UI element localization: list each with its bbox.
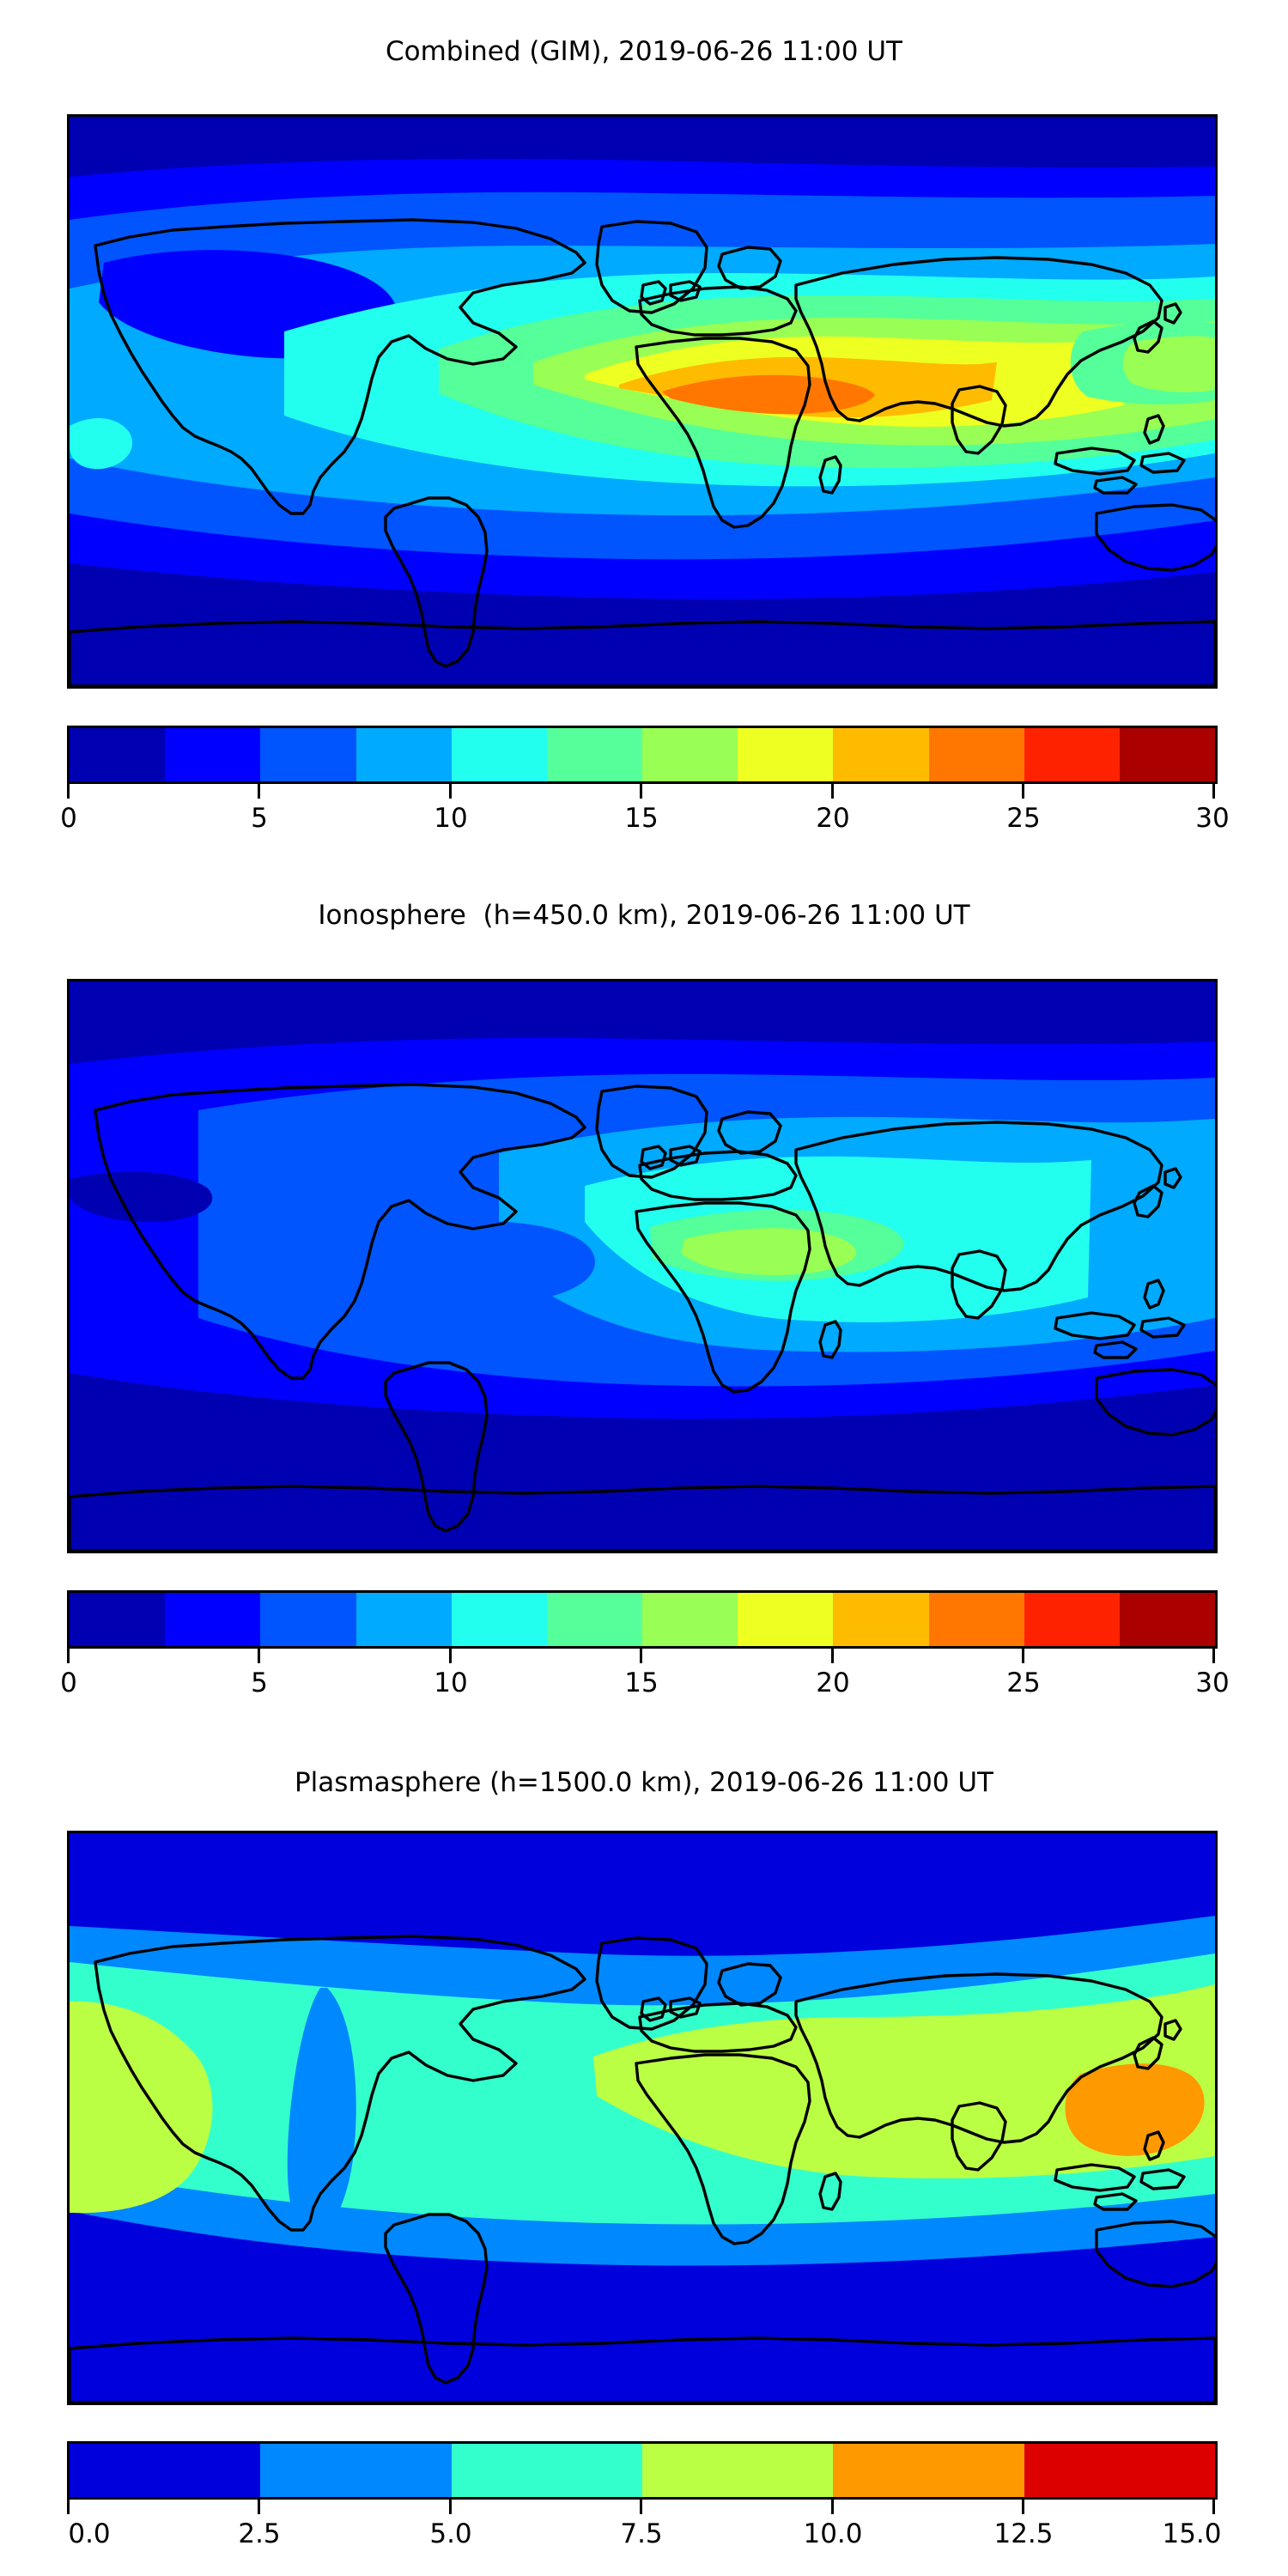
- colorbar-combined-ticks: [67, 784, 1218, 803]
- cb1-tick-0: 0: [60, 803, 77, 834]
- map-combined-svg: [70, 117, 1215, 686]
- cb1-tick-5: 25: [1006, 803, 1041, 834]
- colorbar-plasmasphere-bands: [67, 2441, 1218, 2500]
- panel-combined: Combined (GIM), 2019-06-26 11:00 UT: [0, 0, 1288, 859]
- colorbar-plasmasphere-labels: 0.0 2.5 5.0 7.5 10.0 12.5 15.0: [67, 2518, 1222, 2556]
- cb3-tick-0: 0.0: [68, 2518, 111, 2549]
- cb1-tick-1: 5: [251, 803, 268, 834]
- cb3-tick-4: 10.0: [803, 2518, 863, 2549]
- cb2-tick-4: 20: [816, 1668, 850, 1698]
- cb1-tick-3: 15: [624, 803, 659, 834]
- cb2-tick-1: 5: [251, 1668, 268, 1698]
- colorbar-ionosphere-ticks: [67, 1649, 1218, 1668]
- panel-plasmasphere-colorbar: 0.0 2.5 5.0 7.5 10.0 12.5 15.0: [67, 2441, 1222, 2556]
- cb3-tick-5: 12.5: [993, 2518, 1054, 2549]
- cb2-tick-3: 15: [624, 1668, 659, 1698]
- map-plasmasphere-svg: [70, 1833, 1215, 2403]
- panel-ionosphere-colorbar: 0 5 10 15 20 25 30: [60, 1590, 1230, 1705]
- cb1-tick-2: 10: [434, 803, 468, 834]
- panel-ionosphere: Ionosphere (h=450.0 km), 2019-06-26 11:0…: [0, 859, 1288, 1726]
- panel-ionosphere-title: Ionosphere (h=450.0 km), 2019-06-26 11:0…: [318, 900, 970, 931]
- cb3-tick-6: 15.0: [1162, 2518, 1222, 2549]
- colorbar-combined-bands: [67, 726, 1218, 784]
- colorbar-combined-labels: 0 5 10 15 20 25 30: [60, 803, 1230, 841]
- panel-plasmasphere: Plasmasphere (h=1500.0 km), 2019-06-26 1…: [0, 1726, 1288, 2576]
- panel-combined-colorbar: 0 5 10 15 20 25 30: [60, 726, 1230, 841]
- panel-combined-map: [67, 114, 1218, 689]
- cb2-tick-0: 0: [60, 1668, 77, 1698]
- panel-plasmasphere-map: [67, 1831, 1218, 2405]
- cb1-tick-6: 30: [1195, 803, 1230, 834]
- cb3-tick-3: 7.5: [620, 2518, 663, 2549]
- cb2-tick-6: 30: [1195, 1668, 1230, 1698]
- colorbar-ionosphere-bands: [67, 1590, 1218, 1649]
- cb2-tick-2: 10: [434, 1668, 468, 1698]
- cb3-tick-1: 2.5: [238, 2518, 281, 2549]
- map-ionosphere-svg: [70, 981, 1215, 1551]
- panel-combined-title: Combined (GIM), 2019-06-26 11:00 UT: [386, 36, 902, 67]
- panel-plasmasphere-title: Plasmasphere (h=1500.0 km), 2019-06-26 1…: [294, 1767, 993, 1798]
- cb2-tick-5: 25: [1006, 1668, 1041, 1698]
- cb1-tick-4: 20: [816, 803, 850, 834]
- panel-ionosphere-map: [67, 979, 1218, 1553]
- colorbar-ionosphere-labels: 0 5 10 15 20 25 30: [60, 1668, 1230, 1705]
- colorbar-plasmasphere-ticks: [67, 2500, 1218, 2518]
- cb3-tick-2: 5.0: [429, 2518, 472, 2549]
